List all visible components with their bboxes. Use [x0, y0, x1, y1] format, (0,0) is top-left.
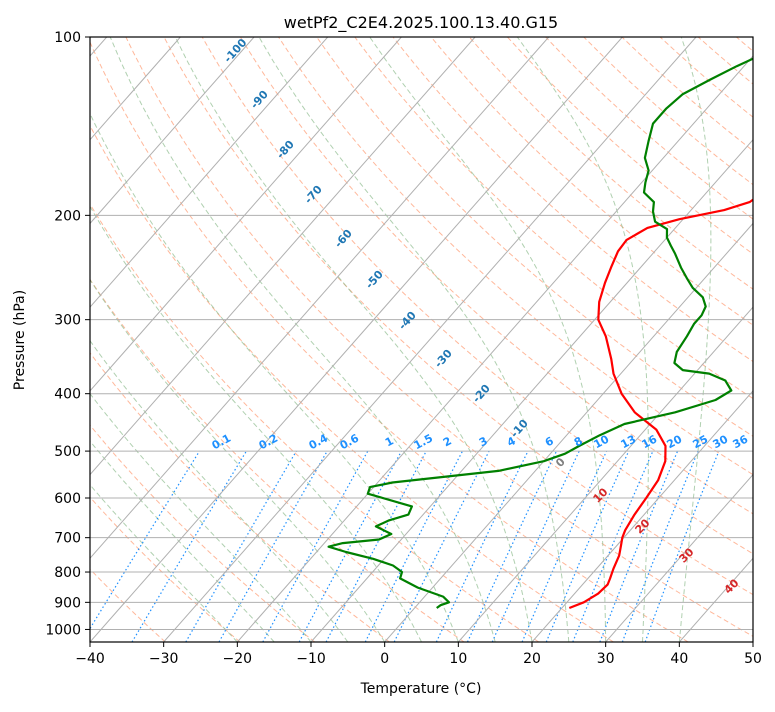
x-tick-label: 10	[449, 651, 467, 667]
x-tick-label: 30	[597, 651, 615, 667]
x-tick-label: 0	[380, 651, 389, 667]
y-tick-label: 500	[54, 444, 81, 460]
y-tick-label: 900	[54, 595, 81, 611]
x-tick-label: −10	[296, 651, 326, 667]
x-tick-label: −20	[223, 651, 253, 667]
y-tick-label: 600	[54, 491, 81, 507]
y-axis-label: Pressure (hPa)	[12, 290, 28, 390]
y-tick-label: 200	[54, 208, 81, 224]
x-tick-label: 50	[744, 651, 762, 667]
x-tick-label: 20	[523, 651, 541, 667]
y-tick-label: 1000	[45, 622, 81, 638]
y-tick-label: 100	[54, 30, 81, 46]
y-tick-label: 400	[54, 387, 81, 403]
y-tick-label: 800	[54, 565, 81, 581]
x-tick-label: −30	[149, 651, 179, 667]
x-tick-label: 40	[670, 651, 688, 667]
x-axis-label: Temperature (°C)	[360, 681, 482, 697]
x-tick-label: −40	[75, 651, 105, 667]
y-tick-label: 700	[54, 531, 81, 547]
chart-title: wetPf2_C2E4.2025.100.13.40.G15	[284, 13, 558, 33]
y-tick-label: 300	[54, 313, 81, 329]
